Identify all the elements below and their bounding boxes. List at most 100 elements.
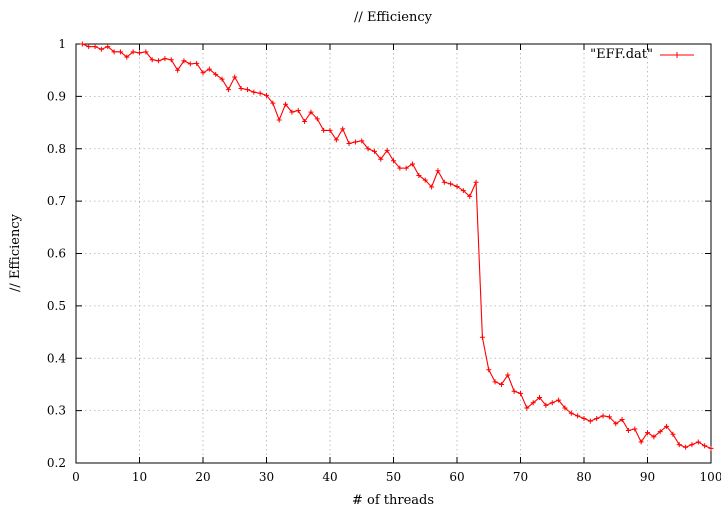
data-point xyxy=(460,188,466,194)
data-point xyxy=(327,127,333,133)
data-point xyxy=(206,66,212,72)
data-point xyxy=(257,90,263,96)
data-point xyxy=(397,165,403,171)
data-point xyxy=(371,148,377,154)
data-point xyxy=(410,161,416,167)
data-point xyxy=(232,74,238,80)
data-point xyxy=(606,414,612,420)
data-point xyxy=(391,158,396,164)
x-tick-label: 50 xyxy=(386,470,401,484)
y-tick-label: 0.8 xyxy=(47,142,66,156)
data-point xyxy=(168,57,174,63)
x-tick-label: 20 xyxy=(195,470,210,484)
data-point xyxy=(175,67,181,73)
data-point xyxy=(289,109,295,115)
data-point xyxy=(594,415,600,421)
data-point xyxy=(238,86,244,92)
x-axis-label: # of threads xyxy=(352,493,434,508)
data-point xyxy=(79,41,85,47)
data-point xyxy=(244,87,250,93)
data-point xyxy=(365,146,371,152)
data-point xyxy=(657,429,663,435)
x-tick-label: 40 xyxy=(322,470,337,484)
x-tick-label: 90 xyxy=(640,470,655,484)
data-point xyxy=(194,60,200,66)
data-point xyxy=(162,56,168,62)
data-point xyxy=(137,50,142,56)
data-point xyxy=(638,439,644,445)
data-point xyxy=(632,426,638,432)
data-point xyxy=(92,44,98,50)
data-point xyxy=(429,184,435,190)
data-point xyxy=(251,89,257,95)
data-point xyxy=(276,117,282,123)
y-tick-label: 1 xyxy=(58,37,66,51)
data-point xyxy=(86,44,92,50)
data-point xyxy=(378,156,384,162)
data-point xyxy=(524,405,530,411)
legend-label: "EFF.dat" xyxy=(590,47,653,62)
data-point xyxy=(537,395,543,401)
data-point xyxy=(625,428,631,434)
data-point xyxy=(479,334,485,340)
data-point xyxy=(124,54,130,60)
data-point xyxy=(143,49,149,55)
data-point xyxy=(683,444,689,450)
data-point xyxy=(454,183,460,189)
legend: "EFF.dat" xyxy=(590,47,694,62)
x-tick-label: 10 xyxy=(132,470,147,484)
data-point xyxy=(333,137,339,143)
x-tick-label: 30 xyxy=(259,470,274,484)
data-point xyxy=(213,71,219,77)
data-point xyxy=(511,388,517,394)
data-point xyxy=(352,139,358,145)
data-point xyxy=(283,101,289,107)
data-point xyxy=(575,413,581,419)
data-point xyxy=(498,381,504,387)
data-point xyxy=(581,415,587,421)
series-line xyxy=(82,43,712,449)
x-tick-label: 60 xyxy=(449,470,464,484)
y-tick-label: 0.5 xyxy=(47,299,66,313)
x-tick-label: 0 xyxy=(72,470,80,484)
data-point xyxy=(600,413,606,419)
data-point xyxy=(181,58,187,64)
data-point xyxy=(314,116,320,122)
data-point xyxy=(492,379,498,385)
data-point xyxy=(403,165,409,171)
y-tick-label: 0.2 xyxy=(47,456,66,470)
data-point xyxy=(219,76,225,82)
x-tick-label: 100 xyxy=(700,470,721,484)
data-point xyxy=(587,418,593,424)
data-point xyxy=(651,434,657,440)
y-tick-label: 0.9 xyxy=(47,89,66,103)
data-point xyxy=(200,70,206,76)
data-point xyxy=(340,126,346,132)
data-point xyxy=(670,431,676,437)
data-point xyxy=(486,367,492,373)
legend-point-marker xyxy=(674,52,680,58)
series-eff xyxy=(79,41,714,451)
data-point xyxy=(467,193,473,199)
data-point xyxy=(518,390,523,396)
data-point xyxy=(505,372,511,378)
data-point xyxy=(645,430,650,436)
data-point xyxy=(156,58,162,64)
y-tick-label: 0.3 xyxy=(47,404,66,418)
data-point xyxy=(568,410,574,416)
data-point xyxy=(225,87,231,93)
data-point xyxy=(98,46,104,52)
x-tick-label: 80 xyxy=(576,470,591,484)
axis-ticks: 0.20.30.40.50.60.70.80.910 10 20 30 40 50 60 70… xyxy=(47,37,721,484)
data-point xyxy=(422,177,428,183)
x-tick-label: 70 xyxy=(513,470,528,484)
data-point xyxy=(384,147,390,153)
data-point xyxy=(448,181,454,187)
y-tick-label: 0.7 xyxy=(47,194,66,208)
data-point xyxy=(264,92,269,98)
data-point xyxy=(549,400,555,406)
data-point xyxy=(708,445,714,451)
data-point xyxy=(270,100,276,106)
data-point xyxy=(441,179,447,185)
